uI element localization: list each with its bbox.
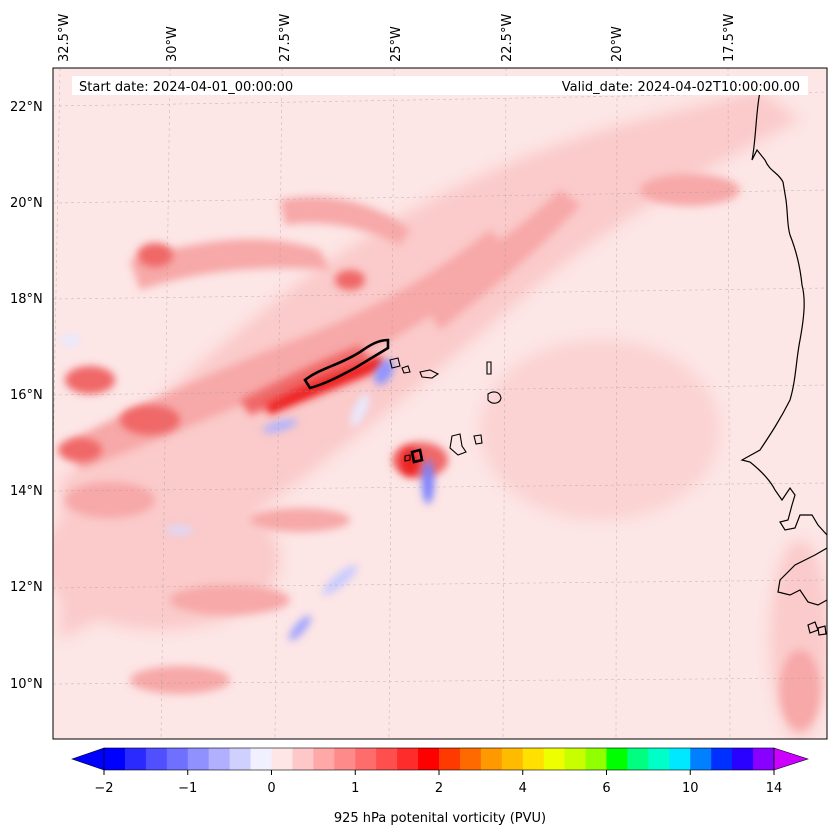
colorbar-cell [459, 748, 482, 770]
colorbar-cell [648, 748, 670, 770]
colorbar-cell [208, 748, 231, 770]
island-santo-antao [389, 357, 401, 369]
lon-label-32-5w: 32.5°W [57, 14, 72, 62]
latitude-labels: 22°N 20°N 18°N 16°N 14°N 12°N 10°N [10, 100, 43, 692]
colorbar-tick-label: 4 [519, 781, 527, 796]
africa-coastline [740, 91, 827, 536]
colorbar-cells [104, 748, 775, 770]
colorbar-cell [166, 748, 189, 770]
colorbar-tick-label: 10 [682, 781, 699, 796]
colorbar: −2 −1 0 1 2 4 6 10 14 925 hPa potenital vorticit… [71, 747, 809, 826]
colorbar-ticks: −2 −1 0 1 2 4 6 10 14 [94, 770, 782, 796]
map-frame [52, 67, 828, 740]
lat-label-14n: 14°N [10, 484, 43, 499]
island-santiago [449, 433, 467, 456]
colorbar-cell [271, 748, 294, 770]
colorbar-cell [229, 748, 252, 770]
colorbar-cell [732, 748, 754, 770]
colorbar-cell [669, 748, 691, 770]
colorbar-cell [585, 748, 608, 770]
colorbar-extend-high [773, 747, 809, 771]
colorbar-cell [334, 748, 356, 770]
graticule [53, 68, 827, 739]
colorbar-cell [355, 748, 377, 770]
colorbar-tick-label: −2 [94, 781, 113, 796]
lat-label-16n: 16°N [10, 388, 43, 403]
longitude-labels: 32.5°W 30°W 27.5°W 25°W 22.5°W 20°W 17.5… [57, 14, 737, 62]
colorbar-cell [250, 748, 273, 770]
colorbar-cell [187, 748, 210, 770]
colorbar-cell [606, 748, 629, 770]
pv-negative-streaks [60, 334, 434, 641]
colorbar-cell [480, 748, 503, 770]
lat-label-10n: 10°N [10, 677, 43, 692]
colorbar-cell [124, 748, 147, 770]
lat-label-22n: 22°N [10, 100, 43, 115]
island-brava [404, 454, 411, 462]
colorbar-tick-label: −1 [178, 781, 197, 796]
colorbar-title: 925 hPa potenital vorticity (PVU) [334, 811, 546, 826]
lat-label-18n: 18°N [10, 292, 43, 307]
lon-label-17-5w: 17.5°W [722, 14, 737, 62]
colorbar-tick-label: 2 [435, 781, 443, 796]
colorbar-tick-label: 14 [766, 781, 783, 796]
colorbar-cell [627, 748, 649, 770]
pv-very-strong-core [265, 355, 420, 476]
island-fogo [410, 448, 424, 464]
colorbar-extend-low [71, 747, 105, 771]
colorbar-cell [753, 748, 775, 770]
cape-verde-islands [303, 338, 502, 464]
africa-coastline-south [777, 547, 827, 606]
colorbar-cell [501, 748, 524, 770]
lon-label-25w: 25°W [389, 26, 404, 62]
colorbar-cell [104, 748, 126, 770]
lon-label-20w: 20°W [610, 26, 625, 62]
colorbar-cell [418, 748, 440, 770]
colorbar-tick-label: 6 [602, 781, 610, 796]
colorbar-cell [376, 748, 398, 770]
lat-label-20n: 20°N [10, 196, 43, 211]
colorbar-tick-label: 0 [267, 781, 275, 796]
island-sao-vicente [401, 365, 411, 374]
bissagos-islands [807, 621, 827, 636]
colorbar-cell [397, 748, 419, 770]
colorbar-cell [564, 748, 587, 770]
island-sao-nicolau [419, 369, 440, 379]
map-panel: Start date: 2024-04-01_00:00:00 Valid_da… [52, 67, 828, 740]
colorbar-cell [439, 748, 461, 770]
colorbar-cell [690, 748, 712, 770]
lon-label-22-5w: 22.5°W [500, 14, 515, 62]
colorbar-cell [145, 748, 168, 770]
valid-date-label: Valid_date: 2024-04-02T10:00:00.00 [562, 80, 800, 95]
start-date-label: Start date: 2024-04-01_00:00:00 [79, 80, 293, 95]
pv-max-contour [303, 338, 390, 390]
lon-label-30w: 30°W [165, 26, 180, 62]
island-boa-vista [487, 391, 502, 404]
colorbar-cell [711, 748, 733, 770]
island-maio [473, 434, 483, 445]
colorbar-cell [292, 748, 314, 770]
colorbar-cell [522, 748, 545, 770]
lat-label-12n: 12°N [10, 580, 43, 595]
date-header-background [72, 76, 808, 95]
island-sal [486, 361, 492, 375]
colorbar-tick-label: 1 [351, 781, 359, 796]
colorbar-cell [543, 748, 566, 770]
colorbar-cell [313, 748, 335, 770]
pv-moderate-bands [65, 174, 820, 730]
lon-label-27-5w: 27.5°W [278, 14, 293, 62]
